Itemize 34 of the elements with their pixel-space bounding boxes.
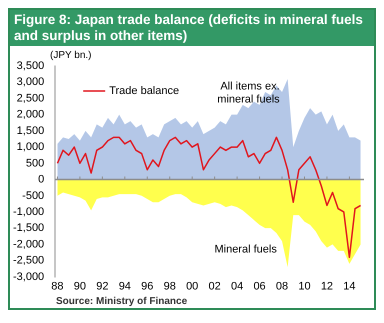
y-tick-label: 500	[26, 157, 44, 170]
x-tick-label: 12	[320, 280, 334, 292]
legend-label: Trade balance	[109, 85, 180, 98]
y-tick-label: 1,500	[16, 124, 44, 137]
y-tick-label: -2,500	[12, 254, 44, 267]
x-tick-label: 98	[164, 280, 176, 292]
y-tick-label: -1,500	[12, 222, 44, 234]
y-tick-label: -500	[22, 190, 44, 202]
x-tick-label: 10	[298, 280, 311, 292]
y-tick-label: 2,000	[16, 108, 44, 121]
chart-title: Figure 8: Japan trade balance (deficits in mineral fuels and surplus in other items)	[10, 10, 374, 46]
x-tick-label: 14	[343, 280, 356, 292]
source-note: Source: Ministry of Finance	[55, 296, 188, 308]
y-tick-label: 2,500	[16, 92, 44, 104]
x-tick-label: 94	[118, 280, 131, 292]
x-tick-label: 00	[186, 280, 198, 292]
x-tick-label: 96	[141, 280, 154, 292]
series-label: Mineral fuels	[214, 244, 278, 256]
x-tick-label: 02	[208, 280, 221, 292]
y-tick-label: -1,000	[12, 206, 44, 218]
y-tick-label: -2,000	[12, 238, 44, 250]
y-tick-label: 0	[38, 174, 44, 186]
y-tick-label: 3,000	[16, 76, 44, 88]
y-tick-label: 3,500	[16, 60, 44, 72]
y-tick-label: -3,000	[12, 270, 44, 283]
x-tick-label: 90	[74, 280, 86, 292]
x-tick-label: 88	[51, 280, 64, 292]
series-label: All items ex. mineral fuels	[217, 80, 280, 106]
y-axis-title: (JPY bn.)	[50, 50, 92, 61]
x-tick-label: 06	[253, 280, 266, 292]
y-tick-label: 1,000	[16, 141, 44, 154]
x-tick-label: 04	[230, 280, 244, 292]
x-tick-label: 08	[276, 280, 288, 292]
x-tick-label: 92	[96, 280, 108, 292]
